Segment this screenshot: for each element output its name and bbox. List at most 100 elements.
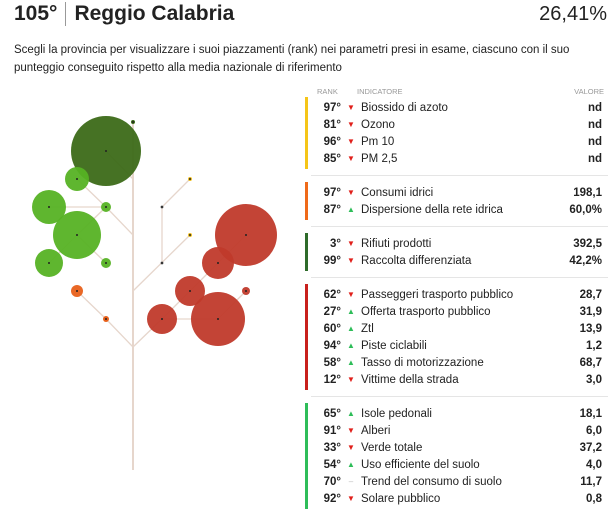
bubble-center xyxy=(132,121,134,123)
indicator-value: 6,0 xyxy=(586,424,602,437)
table-row[interactable]: 85° ▼ PM 2,5 nd xyxy=(308,150,608,167)
indicator-value: 37,2 xyxy=(579,441,602,454)
table-row[interactable]: 54° ▲ Uso efficiente del suolo 4,0 xyxy=(308,456,608,473)
bubble-center xyxy=(245,290,247,292)
trend-up-icon: ▲ xyxy=(347,205,355,214)
trend-down-icon: ▼ xyxy=(347,494,355,503)
indicator-value: 31,9 xyxy=(579,305,602,318)
indicator-label: Raccolta differenziata xyxy=(361,254,472,267)
bubble-center xyxy=(189,178,191,180)
table-row[interactable]: 94° ▲ Piste ciclabili 1,2 xyxy=(308,337,608,354)
trend-up-icon: ▲ xyxy=(347,341,355,350)
indicator-value: 13,9 xyxy=(579,322,602,335)
indicator-tree xyxy=(32,116,277,470)
bubble-center xyxy=(76,234,78,236)
indicator-label: Piste ciclabili xyxy=(361,339,427,352)
rank: 62° xyxy=(323,288,341,301)
trend-up-icon: ▲ xyxy=(347,307,355,316)
table-row[interactable]: 62° ▼ Passeggeri trasporto pubblico 28,7 xyxy=(308,286,608,303)
table-row[interactable]: 58° ▲ Tasso di motorizzazione 68,7 xyxy=(308,354,608,371)
indicator-label: Alberi xyxy=(361,424,391,437)
trend-down-icon: ▼ xyxy=(347,443,355,452)
rank: 91° xyxy=(323,424,341,437)
group-divider xyxy=(311,175,608,176)
indicator-label: Ztl xyxy=(361,322,374,335)
col-indicator: INDICATORE xyxy=(357,86,403,96)
indicator-label: Biossido di azoto xyxy=(361,101,448,114)
trend-down-icon: ▼ xyxy=(347,256,355,265)
trend-up-icon: ▲ xyxy=(347,324,355,333)
trend-down-icon: ▼ xyxy=(347,426,355,435)
group-divider xyxy=(311,226,608,227)
table-row[interactable]: 97° ▼ Biossido di azoto nd xyxy=(308,99,608,116)
indicator-value: 0,8 xyxy=(586,492,602,505)
table-row[interactable]: 81° ▼ Ozono nd xyxy=(308,116,608,133)
rank: 65° xyxy=(323,407,341,420)
indicator-value: nd xyxy=(587,152,602,165)
bubble-center xyxy=(76,290,78,292)
table-row[interactable]: 65° ▲ Isole pedonali 18,1 xyxy=(308,405,608,422)
group-divider xyxy=(311,396,608,397)
rank: 97° xyxy=(323,186,341,199)
table-row[interactable]: 97° ▼ Consumi idrici 198,1 xyxy=(308,184,608,201)
indicator-group: 3° ▼ Rifiuti prodotti 392,5 99° ▼ Raccol… xyxy=(305,233,608,271)
rank: 27° xyxy=(323,305,341,318)
overall-rank: 105° xyxy=(14,2,67,26)
bubble-center xyxy=(161,318,163,320)
bubble-center xyxy=(217,262,219,264)
table-row[interactable]: 99° ▼ Raccolta differenziata 42,2% xyxy=(308,252,608,269)
trend-down-icon: ▼ xyxy=(347,137,355,146)
indicator-label: Uso efficiente del suolo xyxy=(361,458,480,471)
table-row[interactable]: 33° ▼ Verde totale 37,2 xyxy=(308,439,608,456)
table-row[interactable]: 12° ▼ Vittime della strada 3,0 xyxy=(308,371,608,388)
trend-up-icon: ▲ xyxy=(347,460,355,469)
indicator-group: 97° ▼ Consumi idrici 198,1 87° ▲ Dispers… xyxy=(305,182,608,220)
indicator-label: PM 2,5 xyxy=(361,152,398,165)
indicator-label: Pm 10 xyxy=(361,135,395,148)
table-row[interactable]: 70° – Trend del consumo di suolo 11,7 xyxy=(308,473,608,490)
province-name[interactable]: Reggio Calabria xyxy=(74,2,235,25)
indicator-value: 3,0 xyxy=(586,373,602,386)
trend-down-icon: ▼ xyxy=(347,239,355,248)
rank: 85° xyxy=(323,152,341,165)
bubble-center xyxy=(48,262,50,264)
table-row[interactable]: 3° ▼ Rifiuti prodotti 392,5 xyxy=(308,235,608,252)
indicator-label: Trend del consumo di suolo xyxy=(361,475,502,488)
indicator-label: Solare pubblico xyxy=(361,492,441,505)
trend-down-icon: ▼ xyxy=(347,188,355,197)
indicator-value: 392,5 xyxy=(573,237,602,250)
indicator-group: 62° ▼ Passeggeri trasporto pubblico 28,7… xyxy=(305,284,608,390)
rank: 94° xyxy=(323,339,341,352)
indicator-label: Offerta trasporto pubblico xyxy=(361,305,491,318)
indicator-value: nd xyxy=(587,135,602,148)
rank: 92° xyxy=(323,492,341,505)
indicator-table: RANK INDICATORE VALORE 97° ▼ Biossido di… xyxy=(305,85,608,515)
indicator-value: 42,2% xyxy=(569,254,602,267)
indicator-value: 198,1 xyxy=(573,186,602,199)
table-row[interactable]: 27° ▲ Offerta trasporto pubblico 31,9 xyxy=(308,303,608,320)
rank: 99° xyxy=(323,254,341,267)
bubble-center xyxy=(189,290,191,292)
rank: 3° xyxy=(330,237,341,250)
rank: 97° xyxy=(323,101,341,114)
trend-down-icon: ▼ xyxy=(347,375,355,384)
header: 105° Reggio Calabria 26,41% xyxy=(14,0,607,28)
table-row[interactable]: 96° ▼ Pm 10 nd xyxy=(308,133,608,150)
table-row[interactable]: 87° ▲ Dispersione della rete idrica 60,0… xyxy=(308,201,608,218)
rank: 54° xyxy=(323,458,341,471)
indicator-value: 4,0 xyxy=(586,458,602,471)
indicator-label: Ozono xyxy=(361,118,395,131)
indicator-group: 97° ▼ Biossido di azoto nd 81° ▼ Ozono n… xyxy=(305,97,608,169)
table-row[interactable]: 92° ▼ Solare pubblico 0,8 xyxy=(308,490,608,507)
group-divider xyxy=(311,277,608,278)
rank: 12° xyxy=(323,373,341,386)
indicator-label: Tasso di motorizzazione xyxy=(361,356,484,369)
table-row[interactable]: 91° ▼ Alberi 6,0 xyxy=(308,422,608,439)
rank: 96° xyxy=(323,135,341,148)
trend-flat-icon: – xyxy=(348,477,354,486)
table-row[interactable]: 60° ▲ Ztl 13,9 xyxy=(308,320,608,337)
bubble-center xyxy=(245,234,247,236)
col-value: VALORE xyxy=(574,86,604,96)
rank: 70° xyxy=(323,475,341,488)
bubble-center xyxy=(161,206,163,208)
